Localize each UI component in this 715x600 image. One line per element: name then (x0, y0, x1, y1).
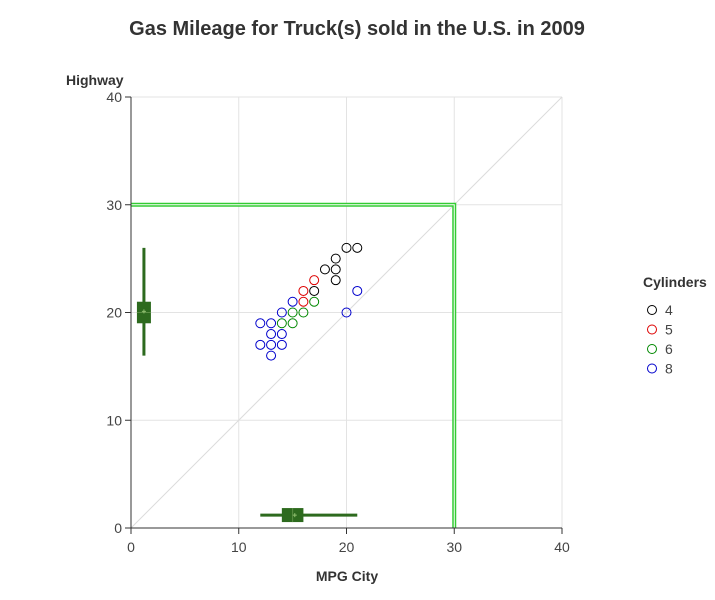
legend-label-8: 8 (665, 361, 673, 377)
y-boxplot (136, 247, 151, 356)
point-6-cyl-2 (287, 307, 298, 318)
point-8-cyl-7 (276, 329, 287, 340)
point-6-cyl-0 (276, 318, 287, 329)
point-8-cyl-3 (266, 339, 277, 350)
point-8-cyl-9 (287, 296, 298, 307)
x-tick-label-3: 30 (446, 539, 462, 555)
threshold-inner (131, 204, 455, 528)
x-tick-label-2: 20 (339, 539, 355, 555)
y-axis-label: Highway (66, 72, 124, 88)
point-4-cyl-3 (330, 264, 341, 275)
x-axis-label: MPG City (316, 568, 378, 584)
point-5-cyl-0 (298, 296, 309, 307)
legend-marker-8 (647, 363, 657, 374)
point-6-cyl-3 (298, 307, 309, 318)
x-boxplot-mean (292, 513, 297, 518)
x-boxplot (260, 508, 358, 523)
point-8-cyl-2 (266, 350, 277, 361)
chart-title: Gas Mileage for Truck(s) sold in the U.S… (129, 18, 585, 40)
point-4-cyl-0 (309, 285, 320, 296)
point-8-cyl-5 (266, 318, 277, 329)
x-tick-label-1: 10 (231, 539, 247, 555)
y-tick-label-3: 30 (106, 197, 122, 213)
point-4-cyl-5 (341, 242, 352, 253)
point-6-cyl-4 (309, 296, 320, 307)
point-8-cyl-6 (276, 339, 287, 350)
y-axis-ticks: 0 10 20 30 40 (106, 89, 131, 536)
x-axis-ticks: 0 10 20 30 40 (127, 528, 570, 555)
point-5-cyl-2 (309, 275, 320, 286)
diagonal-line (130, 96, 563, 529)
legend-marker-6 (647, 344, 657, 354)
point-4-cyl-2 (330, 275, 341, 286)
legend-label-5: 5 (665, 322, 673, 338)
x-tick-label-0: 0 (127, 539, 135, 555)
point-8-cyl-8 (276, 307, 287, 318)
point-4-cyl-1 (319, 264, 330, 275)
legend-label-6: 6 (665, 341, 673, 357)
point-8-cyl-4 (266, 329, 277, 340)
y-tick-label-0: 0 (114, 520, 122, 536)
point-5-cyl-1 (298, 285, 309, 296)
point-4-cyl-4 (330, 253, 341, 264)
legend-marker-5 (647, 324, 657, 335)
legend-title: Cylinders (643, 274, 707, 290)
legend: Cylinders 4 5 6 8 (643, 274, 707, 377)
point-6-cyl-1 (287, 318, 298, 329)
identity-reference-line (130, 96, 563, 529)
y-tick-label-1: 10 (106, 412, 122, 428)
point-8-cyl-10 (341, 307, 352, 318)
legend-marker-4 (647, 305, 657, 315)
point-8-cyl-1 (255, 318, 266, 329)
y-tick-label-2: 20 (106, 305, 122, 321)
x-tick-label-4: 40 (554, 539, 570, 555)
point-8-cyl-0 (255, 339, 266, 350)
y-boxplot-mean (141, 309, 146, 314)
threshold-lines (131, 202, 457, 528)
y-tick-label-4: 40 (106, 89, 122, 105)
point-4-cyl-6 (352, 242, 363, 253)
point-8-cyl-11 (352, 285, 363, 296)
data-points (255, 242, 363, 361)
legend-label-4: 4 (665, 302, 673, 318)
